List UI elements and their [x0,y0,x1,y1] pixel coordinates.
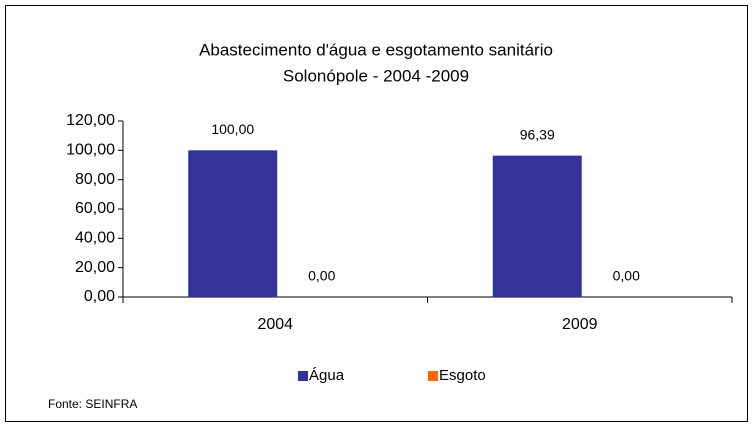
value-label: 0,00 [613,268,640,284]
y-tick-label: 0,00 [84,288,115,305]
chart-frame [5,5,748,422]
value-label: 96,39 [520,126,555,142]
x-tick-label: 2004 [257,316,293,333]
y-tick-label: 60,00 [75,200,115,217]
bar [188,150,278,297]
y-tick-label: 40,00 [75,230,115,247]
legend-swatch [428,371,438,381]
source-note: Fonte: SEINFRA [48,397,137,411]
value-label: 0,00 [308,268,335,284]
legend-label: Água [309,367,345,384]
x-tick-label: 2009 [562,316,598,333]
legend-label: Esgoto [439,367,486,384]
chart-subtitle: Solonópole - 2004 -2009 [283,66,469,85]
value-label: 100,00 [211,121,254,137]
y-tick-label: 120,00 [66,112,115,129]
bar [492,155,582,297]
y-tick-label: 80,00 [75,171,115,188]
y-tick-label: 20,00 [75,259,115,276]
legend-swatch [298,371,308,381]
y-tick-label: 100,00 [66,142,115,159]
chart-title: Abastecimento d'água e esgotamento sanit… [199,40,553,59]
